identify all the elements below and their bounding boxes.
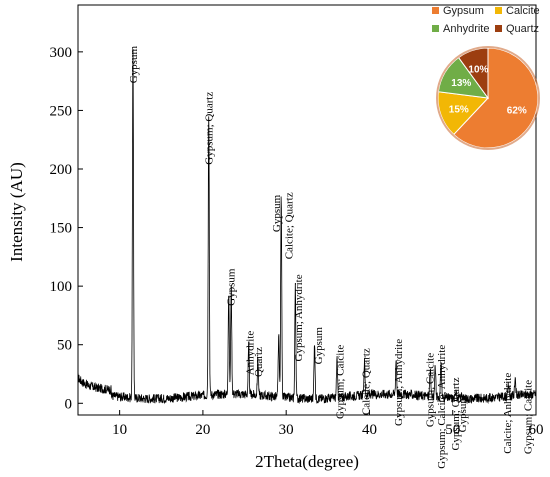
x-tick-label: 40 bbox=[362, 422, 377, 438]
peak-annotation: Calcite; Anhydrite bbox=[502, 373, 514, 454]
pie-chart-inset: Gypsum Calcite Anhydrite Quartz 62% 15% 13% 10… bbox=[432, 5, 540, 150]
legend-swatch-anhydrite bbox=[432, 25, 439, 32]
legend-swatch-calcite bbox=[495, 7, 502, 14]
legend-label-calcite: Calcite bbox=[506, 5, 540, 17]
peak-annotation: Calcite; Quartz bbox=[284, 192, 296, 259]
x-axis-title: 2Theta(degree) bbox=[255, 452, 359, 471]
x-tick-label: 30 bbox=[279, 422, 294, 438]
pie-slice-label: 62% bbox=[507, 105, 527, 116]
legend-swatch-gypsum bbox=[432, 7, 439, 14]
peak-annotation: Gypsum bbox=[313, 327, 325, 365]
peak-annotation: Gypsum bbox=[128, 46, 140, 84]
peak-annotation: Gypsum bbox=[457, 395, 469, 433]
peak-annotation: Gypsum bbox=[225, 268, 237, 306]
pie-slice-gypsum bbox=[453, 47, 539, 149]
plot-frame bbox=[77, 4, 537, 416]
peak-annotation: Gypsum; Anhydrite bbox=[293, 274, 305, 361]
y-tick-label: 50 bbox=[57, 338, 72, 354]
peak-annotation: Quartz bbox=[253, 347, 265, 377]
peak-annotation: Gypsum; Calcite bbox=[523, 380, 535, 454]
legend-label-anhydrite: Anhydrite bbox=[443, 23, 489, 35]
peak-annotation: Gypsum; Quartz bbox=[450, 377, 462, 450]
y-tick-label: 0 bbox=[65, 396, 73, 412]
peak-annotation: Gypsum bbox=[271, 194, 283, 232]
y-tick-label: 200 bbox=[50, 162, 73, 178]
y-axis-title: Intensity (AU) bbox=[7, 162, 26, 262]
peak-annotation: Gypsum; Calcite bbox=[335, 345, 347, 419]
x-axis: 10 20 30 40 50 60 bbox=[112, 410, 544, 438]
peak-annotation: Calcite; Quartz bbox=[360, 348, 372, 415]
x-tick-label: 50 bbox=[445, 422, 460, 438]
y-axis: 0 50 100 150 200 250 300 bbox=[50, 45, 83, 412]
x-tick-label: 60 bbox=[529, 422, 544, 438]
x-tick-label: 20 bbox=[195, 422, 210, 438]
peak-annotation: Gypsum; Quartz bbox=[204, 92, 216, 165]
pie-slice-label: 13% bbox=[451, 78, 471, 89]
peak-annotation: Gypsum; Calcite bbox=[424, 353, 436, 427]
y-tick-label: 100 bbox=[50, 279, 73, 295]
pie-slice-label: 10% bbox=[468, 65, 488, 76]
legend-swatch-quartz bbox=[495, 25, 502, 32]
legend-label-quartz: Quartz bbox=[506, 23, 539, 35]
peak-annotation: Anhydrite bbox=[245, 331, 257, 376]
legend-label-gypsum: Gypsum bbox=[443, 5, 484, 17]
pie-slice-label: 15% bbox=[449, 105, 469, 116]
y-tick-label: 150 bbox=[50, 221, 73, 237]
y-tick-label: 250 bbox=[50, 103, 73, 119]
pie-legend: Gypsum Calcite Anhydrite Quartz bbox=[432, 5, 540, 35]
peak-annotation: Gypsum; Calcite; Anhydrite bbox=[436, 345, 448, 469]
xrd-pattern-line bbox=[77, 48, 537, 405]
x-tick-label: 10 bbox=[112, 422, 127, 438]
pie-slice-quartz bbox=[457, 47, 489, 100]
pie-outline bbox=[436, 46, 540, 150]
y-tick-label: 300 bbox=[50, 45, 73, 61]
pie-slices: 62% 15% 13% 10% bbox=[436, 46, 540, 150]
peak-annotation: Gypsum; Anhydrite bbox=[393, 339, 405, 426]
